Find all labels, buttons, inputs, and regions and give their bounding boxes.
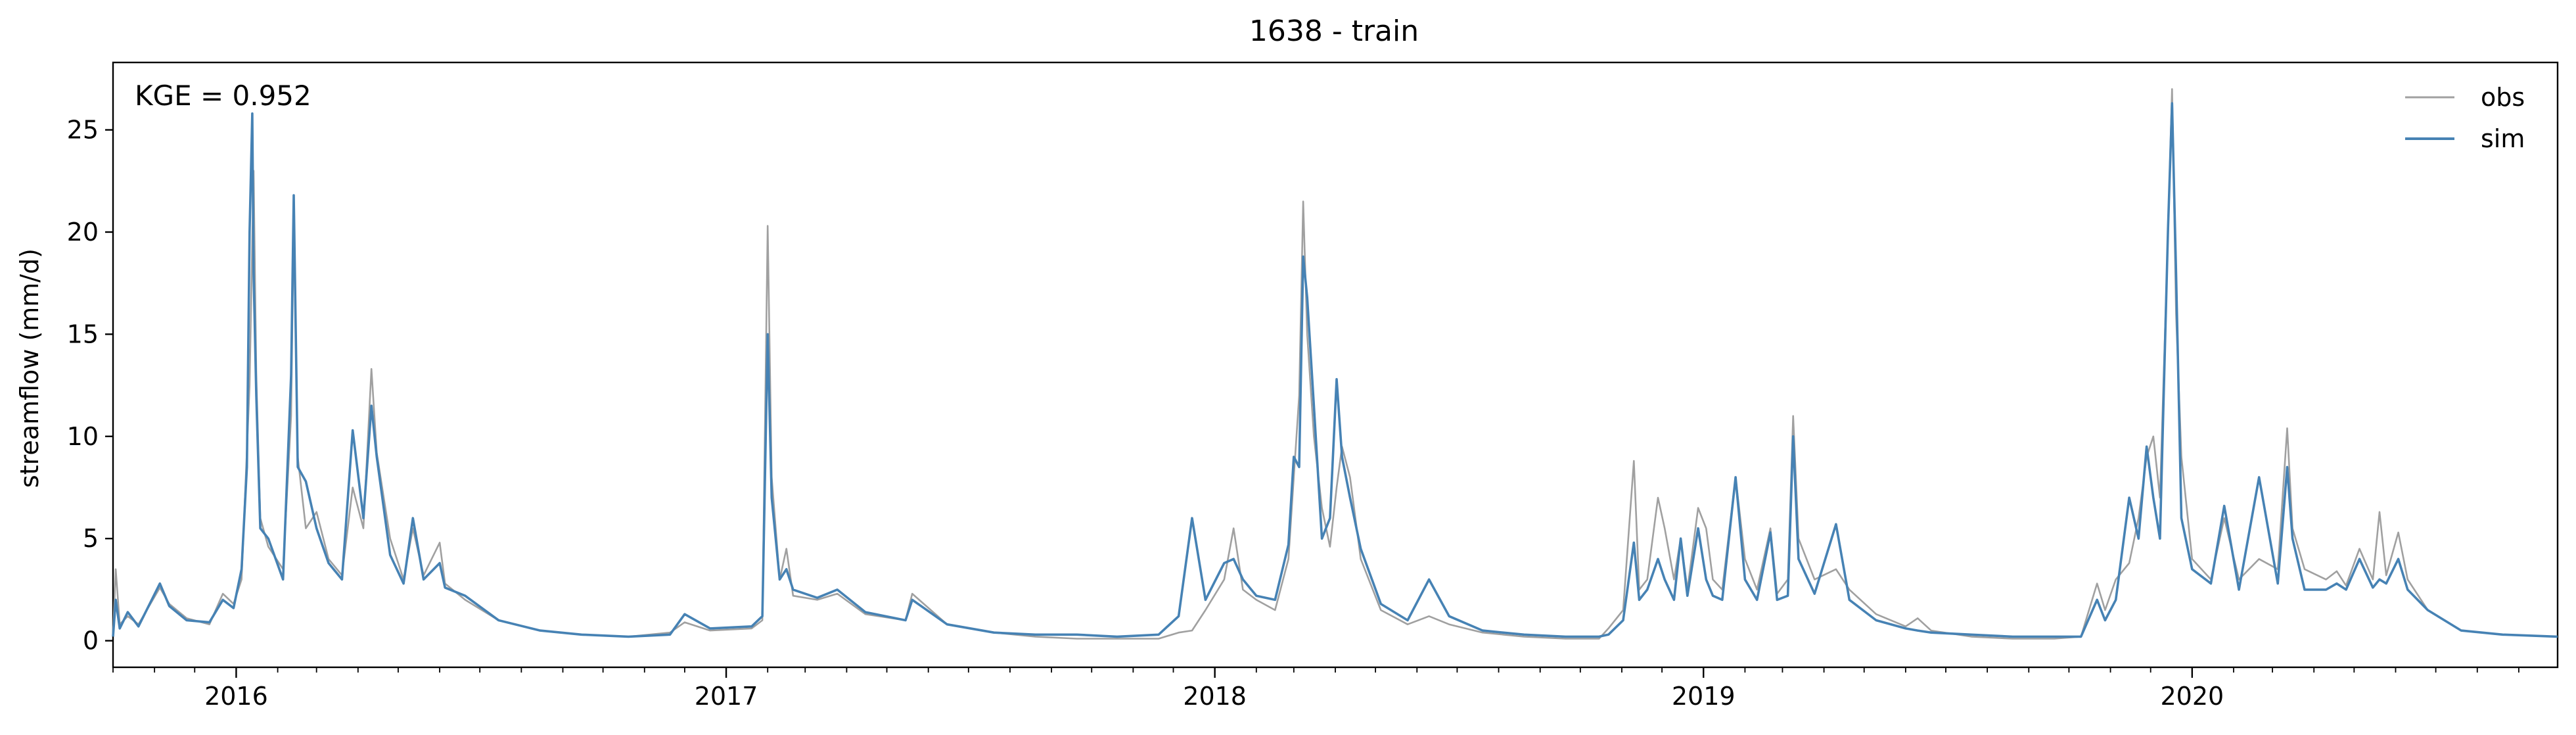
chart-title: 1638 - train: [1249, 14, 1419, 48]
series-line-sim: [112, 102, 2558, 638]
y-axis: 0 5 10 15 20 25: [67, 116, 113, 655]
legend: obs sim: [2405, 83, 2525, 153]
x-tick-label: 2016: [204, 682, 268, 711]
x-tick-label: 2020: [2160, 682, 2224, 711]
series-line-obs: [112, 88, 2558, 640]
y-tick-label: 15: [67, 320, 99, 348]
y-axis-label: streamflow (mm/d): [15, 249, 44, 488]
plot-area: KGE = 0.952: [112, 61, 2559, 669]
legend-sim-label: sim: [2481, 124, 2525, 153]
y-tick-label: 20: [67, 218, 99, 247]
axes-frame: [112, 61, 2559, 669]
kge-annotation: KGE = 0.952: [135, 80, 311, 112]
series-layer: [112, 88, 2558, 640]
y-tick-label: 5: [83, 524, 99, 553]
x-tick-label: 2017: [695, 682, 758, 711]
x-tick-label: 2018: [1183, 682, 1247, 711]
y-tick-label: 10: [67, 422, 99, 451]
x-axis: 2016 2017 2018 2019 2020: [112, 667, 2519, 711]
y-tick-label: 0: [83, 627, 99, 655]
x-tick-label: 2019: [1672, 682, 1736, 711]
y-tick-label: 25: [67, 116, 99, 145]
legend-obs-label: obs: [2481, 83, 2525, 112]
